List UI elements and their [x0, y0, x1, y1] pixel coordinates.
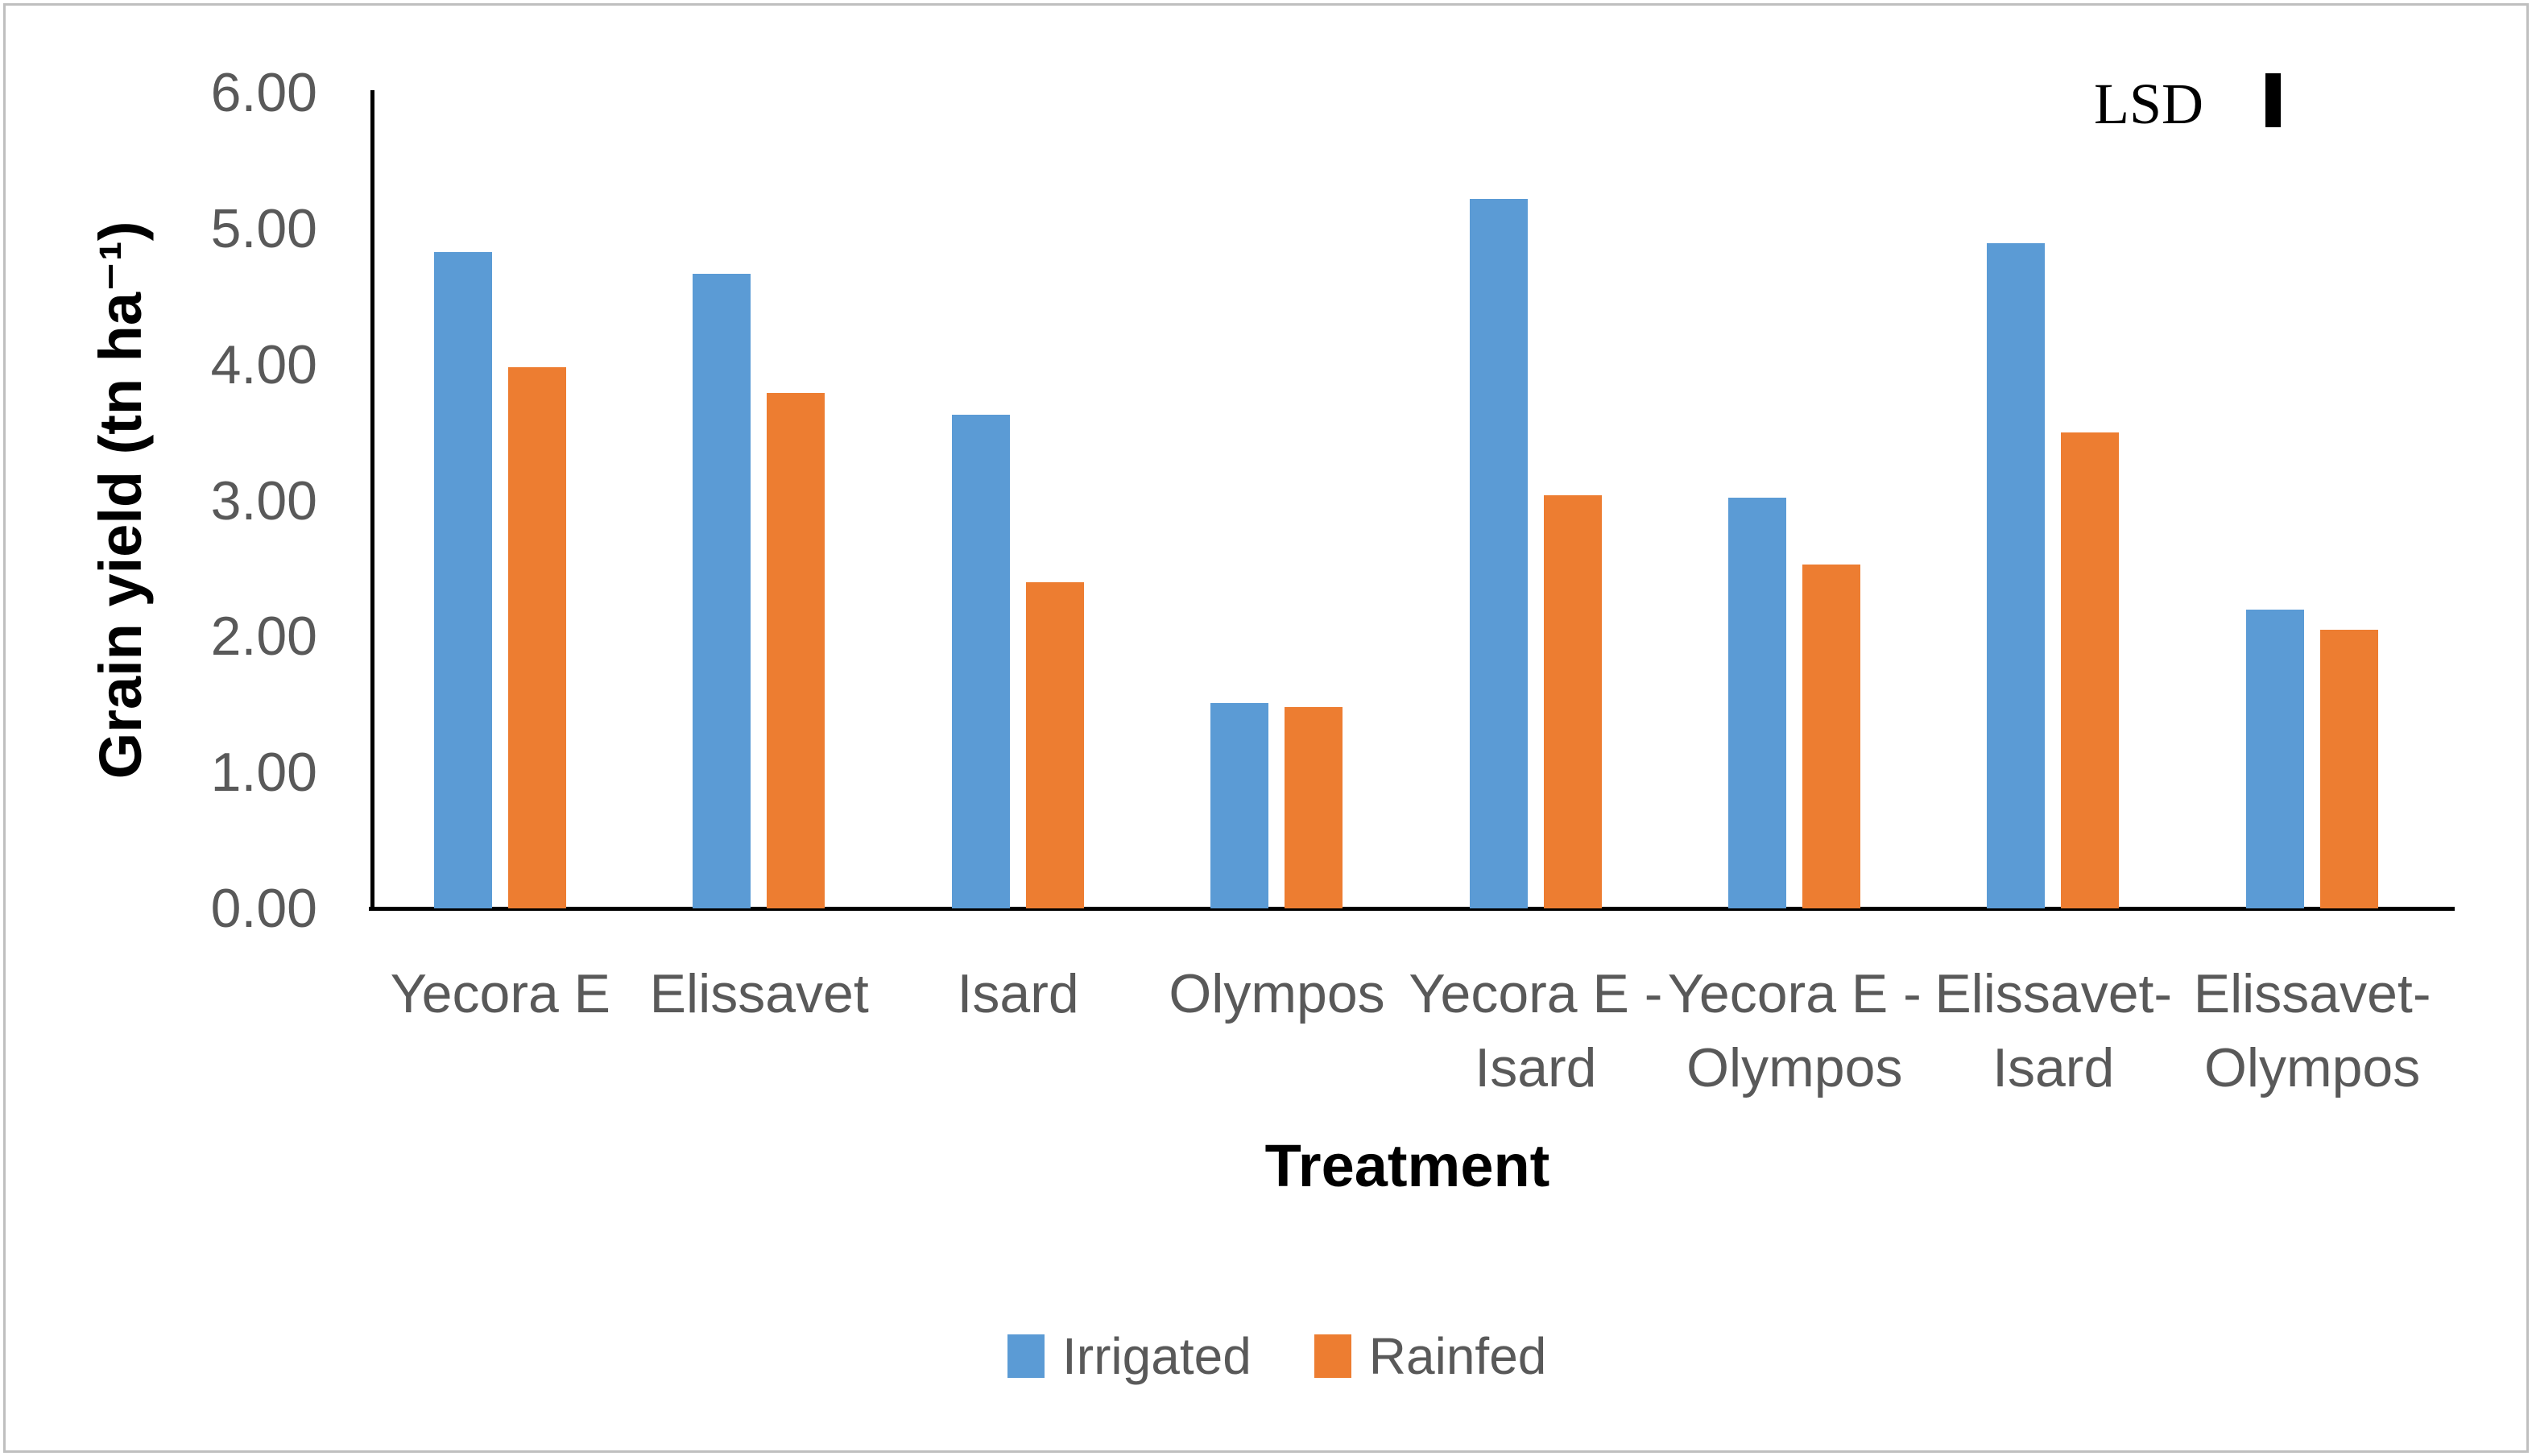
y-tick-label: 5.00 — [210, 197, 317, 259]
lsd-marker-bar — [2265, 73, 2281, 127]
bar-irrigated — [1728, 498, 1786, 908]
legend-swatch-icon — [1314, 1334, 1351, 1378]
category-label: Elissavet- Isard — [1934, 963, 2173, 1098]
x-axis-line — [369, 907, 2455, 911]
bar-irrigated — [2245, 609, 2304, 908]
category-label: Elissavet — [649, 963, 869, 1024]
y-axis-title: Grain yield (tn ha⁻¹) — [87, 221, 154, 780]
bar-rainfed — [1285, 707, 1343, 908]
bar-rainfed — [1802, 564, 1860, 908]
bar-rainfed — [2319, 629, 2378, 908]
bar-irrigated — [1210, 703, 1269, 908]
category-label: Yecora E — [390, 963, 611, 1024]
x-axis-title: Treatment — [1264, 1132, 1550, 1199]
bar-irrigated — [1987, 243, 2046, 908]
legend-item-rainfed: Rainfed — [1314, 1327, 1547, 1385]
category-label: Yecora E - Olympos — [1667, 963, 1922, 1098]
bar-rainfed — [2061, 432, 2120, 908]
y-tick-label: 1.00 — [210, 742, 317, 804]
bar-irrigated — [434, 251, 492, 908]
bar-rainfed — [1025, 581, 1084, 908]
bar-rainfed — [767, 393, 825, 908]
y-axis-line — [370, 90, 374, 911]
category-label: Yecora E - Isard — [1409, 963, 1663, 1098]
lsd-annotation-label: LSD — [2094, 72, 2204, 136]
y-tick-label: 0.00 — [210, 878, 317, 939]
legend: Irrigated Rainfed — [1007, 1330, 1546, 1382]
bar-rainfed — [508, 367, 566, 908]
legend-label: Irrigated — [1062, 1327, 1252, 1385]
y-tick-label: 4.00 — [210, 333, 317, 395]
y-tick-label: 3.00 — [210, 469, 317, 532]
category-label: Elissavet- Olympos — [2193, 963, 2431, 1098]
category-label: Isard — [957, 963, 1079, 1024]
legend-swatch-icon — [1007, 1334, 1045, 1378]
bar-irrigated — [951, 415, 1010, 908]
legend-item-irrigated: Irrigated — [1007, 1330, 1252, 1382]
category-label: Olympos — [1169, 963, 1385, 1024]
bar-rainfed — [1543, 494, 1602, 908]
bar-irrigated — [693, 273, 751, 908]
bar-irrigated — [1469, 198, 1528, 908]
legend-label: Rainfed — [1368, 1327, 1547, 1385]
y-tick-label: 2.00 — [210, 606, 317, 668]
y-tick-label: 6.00 — [210, 62, 317, 124]
